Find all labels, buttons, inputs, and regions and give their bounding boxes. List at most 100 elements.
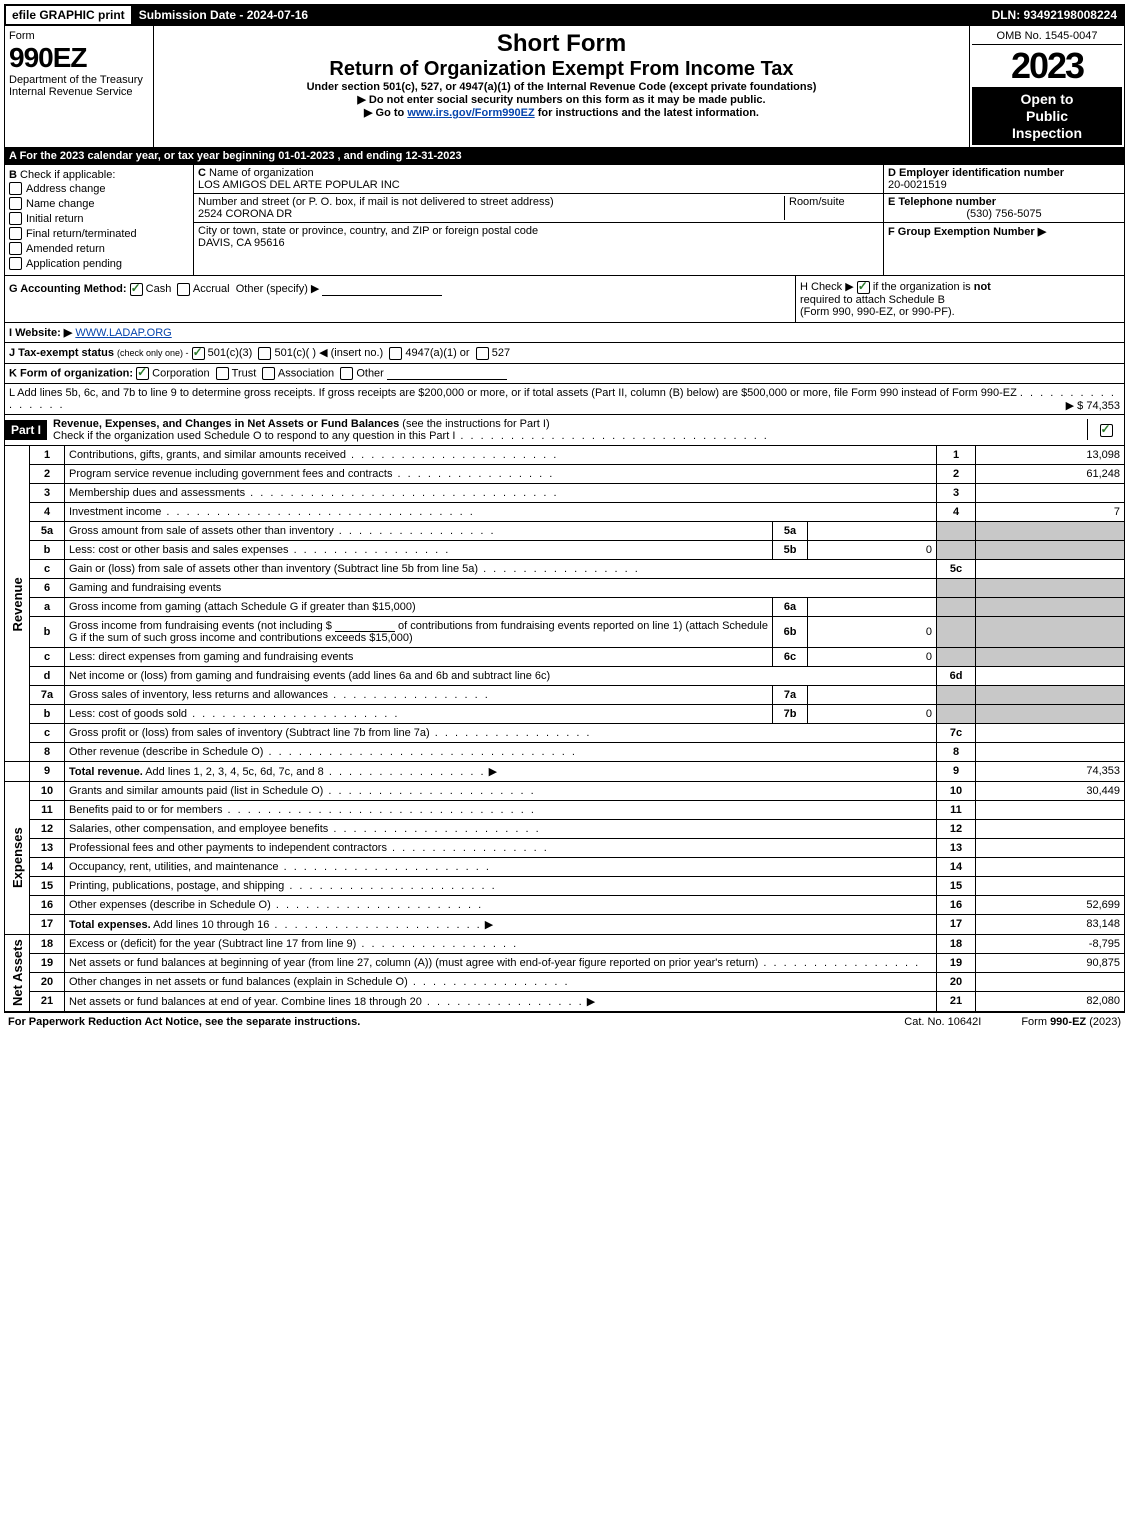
ln12-desc: Salaries, other compensation, and employ… bbox=[69, 823, 328, 835]
line-10: Expenses 10 Grants and similar amounts p… bbox=[5, 781, 1125, 800]
label-corporation: Corporation bbox=[152, 367, 209, 379]
form-header: Form 990EZ Department of the Treasury In… bbox=[4, 26, 1125, 148]
check-schedule-b[interactable] bbox=[857, 281, 870, 294]
line-8: 8 Other revenue (describe in Schedule O)… bbox=[5, 742, 1125, 761]
open-line1: Open to bbox=[976, 91, 1118, 108]
ln10-val: 30,449 bbox=[976, 781, 1125, 800]
k-label: K Form of organization: bbox=[9, 367, 133, 379]
part1-title-sub: (see the instructions for Part I) bbox=[402, 418, 549, 430]
h-text4: (Form 990, 990-EZ, or 990-PF). bbox=[800, 306, 955, 318]
ln12-num: 12 bbox=[30, 819, 65, 838]
label-final-return: Final return/terminated bbox=[26, 228, 137, 240]
ln5b-grey bbox=[937, 540, 976, 559]
ln17-desc-bold: Total expenses. bbox=[69, 919, 151, 931]
irs-link[interactable]: www.irs.gov/Form990EZ bbox=[407, 107, 534, 119]
check-cash[interactable] bbox=[130, 283, 143, 296]
ln6c-desc: Less: direct expenses from gaming and fu… bbox=[65, 647, 773, 666]
ln5b-desc: Less: cost or other basis and sales expe… bbox=[69, 544, 289, 556]
check-amended-return[interactable] bbox=[9, 242, 22, 255]
ln7a-subval bbox=[808, 685, 937, 704]
ln4-numcol: 4 bbox=[937, 502, 976, 521]
ln11-numcol: 11 bbox=[937, 800, 976, 819]
net-assets-vlabel: Net Assets bbox=[5, 934, 30, 1011]
ln5c-numcol: 5c bbox=[937, 559, 976, 578]
line-15: 15 Printing, publications, postage, and … bbox=[5, 876, 1125, 895]
line-16: 16 Other expenses (describe in Schedule … bbox=[5, 895, 1125, 914]
check-schedule-o-part1[interactable] bbox=[1100, 424, 1113, 437]
ln15-num: 15 bbox=[30, 876, 65, 895]
ln7c-num: c bbox=[30, 723, 65, 742]
check-501c[interactable] bbox=[258, 347, 271, 360]
label-name-change: Name change bbox=[26, 198, 95, 210]
l-gross-receipts-row: L Add lines 5b, 6c, and 7b to line 9 to … bbox=[4, 384, 1125, 415]
website-link[interactable]: WWW.LADAP.ORG bbox=[75, 327, 171, 339]
ln11-num: 11 bbox=[30, 800, 65, 819]
check-application-pending[interactable] bbox=[9, 257, 22, 270]
ln6b-subnum: 6b bbox=[773, 616, 808, 647]
ln2-desc: Program service revenue including govern… bbox=[69, 468, 392, 480]
ln5c-num: c bbox=[30, 559, 65, 578]
ln9-desc2: Add lines 1, 2, 3, 4, 5c, 6d, 7c, and 8 bbox=[143, 766, 324, 778]
line-1: Revenue 1 Contributions, gifts, grants, … bbox=[5, 446, 1125, 465]
check-association[interactable] bbox=[262, 367, 275, 380]
ln6d-num: d bbox=[30, 666, 65, 685]
ln1-desc: Contributions, gifts, grants, and simila… bbox=[69, 449, 346, 461]
check-corporation[interactable] bbox=[136, 367, 149, 380]
ln10-desc: Grants and similar amounts paid (list in… bbox=[69, 785, 323, 797]
ln10-numcol: 10 bbox=[937, 781, 976, 800]
revenue-vlabel: Revenue bbox=[5, 446, 30, 762]
header-center: Short Form Return of Organization Exempt… bbox=[154, 26, 970, 147]
check-initial-return[interactable] bbox=[9, 212, 22, 225]
ln9-val: 74,353 bbox=[976, 761, 1125, 781]
check-trust[interactable] bbox=[216, 367, 229, 380]
check-other-org[interactable] bbox=[340, 367, 353, 380]
ln1-val: 13,098 bbox=[976, 446, 1125, 465]
ln6b-desc1: Gross income from fundraising events (no… bbox=[69, 620, 332, 632]
check-accrual[interactable] bbox=[177, 283, 190, 296]
check-4947[interactable] bbox=[389, 347, 402, 360]
ln12-numcol: 12 bbox=[937, 819, 976, 838]
arrow-note-1: ▶ Do not enter social security numbers o… bbox=[158, 93, 965, 106]
part1-title: Revenue, Expenses, and Changes in Net As… bbox=[53, 418, 399, 430]
ln7b-num: b bbox=[30, 704, 65, 723]
label-trust: Trust bbox=[232, 367, 257, 379]
ln7a-num: 7a bbox=[30, 685, 65, 704]
b-label: B bbox=[9, 169, 17, 181]
ln9-numcol: 9 bbox=[937, 761, 976, 781]
ln14-num: 14 bbox=[30, 857, 65, 876]
check-final-return[interactable] bbox=[9, 227, 22, 240]
ln3-desc: Membership dues and assessments bbox=[69, 487, 245, 499]
ln19-num: 19 bbox=[30, 953, 65, 972]
org-city: DAVIS, CA 95616 bbox=[198, 237, 285, 249]
row-a-tax-year: A For the 2023 calendar year, or tax yea… bbox=[4, 148, 1125, 165]
ln15-val bbox=[976, 876, 1125, 895]
check-address-change[interactable] bbox=[9, 182, 22, 195]
ln6d-desc: Net income or (loss) from gaming and fun… bbox=[65, 666, 937, 685]
check-527[interactable] bbox=[476, 347, 489, 360]
ln1-numcol: 1 bbox=[937, 446, 976, 465]
label-initial-return: Initial return bbox=[26, 213, 83, 225]
ln6-grey bbox=[937, 578, 976, 597]
ln20-numcol: 20 bbox=[937, 972, 976, 991]
check-name-change[interactable] bbox=[9, 197, 22, 210]
ln12-val bbox=[976, 819, 1125, 838]
line-12: 12 Salaries, other compensation, and emp… bbox=[5, 819, 1125, 838]
ln19-desc: Net assets or fund balances at beginning… bbox=[69, 957, 758, 969]
ln16-numcol: 16 bbox=[937, 895, 976, 914]
ln20-desc: Other changes in net assets or fund bala… bbox=[69, 976, 408, 988]
label-other-org: Other bbox=[356, 367, 384, 379]
label-501c3: 501(c)(3) bbox=[208, 347, 253, 359]
ln14-numcol: 14 bbox=[937, 857, 976, 876]
label-amended-return: Amended return bbox=[26, 243, 105, 255]
tax-year: 2023 bbox=[972, 45, 1122, 87]
ln13-numcol: 13 bbox=[937, 838, 976, 857]
other-org-fill bbox=[387, 379, 507, 380]
footer-center: Cat. No. 10642I bbox=[864, 1016, 1021, 1028]
ln9-num: 9 bbox=[30, 761, 65, 781]
ln6-grey2 bbox=[976, 578, 1125, 597]
line-11: 11 Benefits paid to or for members 11 bbox=[5, 800, 1125, 819]
ln6c-num: c bbox=[30, 647, 65, 666]
check-501c3[interactable] bbox=[192, 347, 205, 360]
ln5b-subnum: 5b bbox=[773, 540, 808, 559]
ln10-num: 10 bbox=[30, 781, 65, 800]
